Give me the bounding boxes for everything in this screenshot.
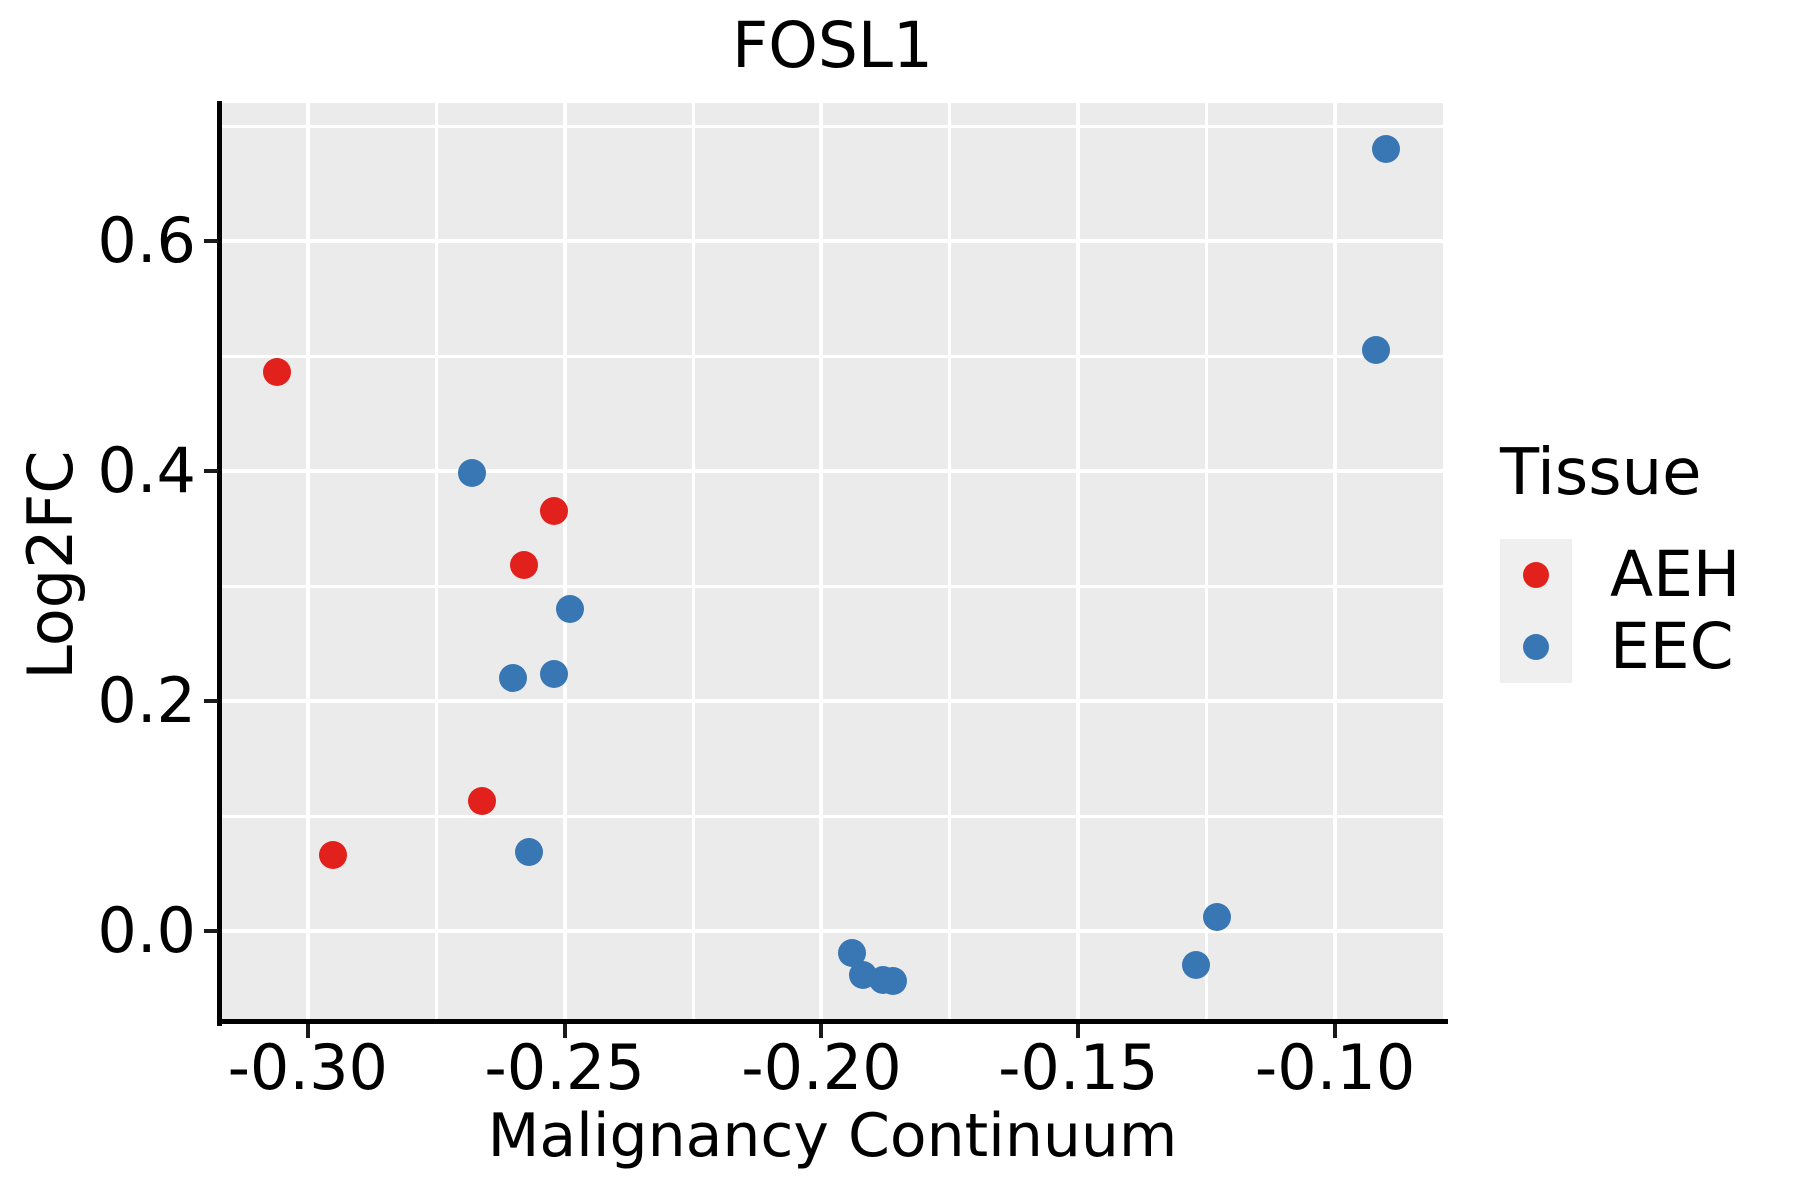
- y-tick-mark: [204, 469, 218, 474]
- legend-rows: AEH EEC: [1500, 539, 1740, 683]
- x-tick-mark: [1076, 1024, 1081, 1038]
- y-tick-label: 0.0: [97, 894, 196, 968]
- eec-dot-icon: [1523, 634, 1549, 660]
- plot-panel: [222, 103, 1443, 1021]
- y-tick-mark: [204, 929, 218, 934]
- chart-title: FOSL1: [732, 9, 933, 82]
- data-point-eec: [540, 659, 569, 688]
- minor-gridline-y: [222, 814, 1443, 818]
- x-axis-line: [217, 1019, 1448, 1024]
- legend-item-eec: EEC: [1500, 611, 1740, 683]
- legend-item-aeh: AEH: [1500, 539, 1740, 611]
- data-point-eec: [879, 966, 908, 995]
- legend-key-eec: [1500, 611, 1572, 683]
- minor-gridline-x: [1205, 103, 1209, 1021]
- major-gridline-x: [562, 103, 567, 1021]
- minor-gridline-y: [222, 584, 1443, 588]
- data-point-eec: [499, 664, 528, 693]
- x-tick-label: -0.15: [998, 1031, 1159, 1104]
- major-gridline-y: [222, 699, 1443, 704]
- major-gridline-x: [1333, 103, 1338, 1021]
- y-tick-label: 0.2: [97, 664, 196, 738]
- data-point-eec: [458, 459, 487, 488]
- data-point-eec: [1362, 336, 1391, 365]
- data-point-aeh: [319, 841, 348, 870]
- legend-label-eec: EEC: [1610, 610, 1734, 683]
- x-tick-mark: [819, 1024, 824, 1038]
- x-tick-label: -0.30: [227, 1031, 388, 1104]
- minor-gridline-x: [948, 103, 952, 1021]
- major-gridline-x: [305, 103, 310, 1021]
- y-axis-label-wrap: Log2FC: [14, 420, 87, 710]
- y-tick-label: 0.4: [97, 434, 196, 508]
- y-tick-mark: [204, 239, 218, 244]
- x-tick-mark: [562, 1024, 567, 1038]
- y-axis-label: Log2FC: [14, 450, 87, 680]
- x-tick-label: -0.20: [741, 1031, 902, 1104]
- major-gridline-y: [222, 469, 1443, 474]
- data-point-aeh: [262, 358, 291, 387]
- data-point-eec: [555, 595, 584, 624]
- legend-title: Tissue: [1500, 436, 1702, 510]
- x-tick-mark: [305, 1024, 310, 1038]
- x-axis-label: Malignancy Continuum: [487, 1101, 1178, 1171]
- legend-key-aeh: [1500, 539, 1572, 611]
- minor-gridline-x: [691, 103, 695, 1021]
- minor-gridline-x: [434, 103, 438, 1021]
- y-tick-mark: [204, 699, 218, 704]
- legend: Tissue AEH EEC: [1500, 435, 1740, 683]
- major-gridline-y: [222, 929, 1443, 934]
- legend-label-aeh: AEH: [1610, 538, 1741, 611]
- minor-gridline-y: [222, 354, 1443, 358]
- data-point-eec: [1372, 135, 1401, 163]
- y-axis-line: [217, 101, 222, 1026]
- x-tick-mark: [1333, 1024, 1338, 1038]
- x-tick-label: -0.10: [1254, 1031, 1416, 1104]
- major-gridline-x: [1076, 103, 1081, 1021]
- y-tick-label: 0.6: [97, 204, 196, 278]
- data-point-aeh: [468, 787, 497, 816]
- data-point-eec: [1182, 950, 1211, 979]
- aeh-dot-icon: [1523, 562, 1549, 588]
- data-point-aeh: [540, 497, 569, 526]
- minor-gridline-y: [222, 124, 1443, 128]
- data-point-aeh: [509, 551, 538, 580]
- data-point-eec: [514, 837, 543, 866]
- major-gridline-x: [819, 103, 824, 1021]
- data-point-eec: [1202, 903, 1231, 932]
- x-tick-label: -0.25: [484, 1031, 645, 1104]
- major-gridline-y: [222, 239, 1443, 244]
